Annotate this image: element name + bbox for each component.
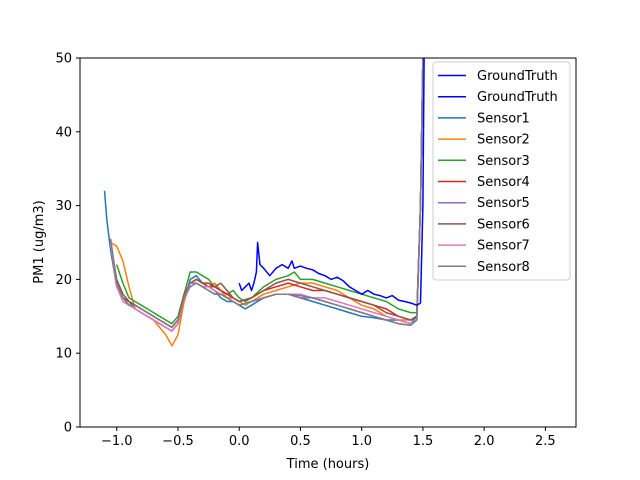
y-tick-label: 50 <box>55 52 72 67</box>
x-tick-label: 0.5 <box>290 434 311 449</box>
x-axis-label: Time (hours) <box>286 457 370 472</box>
y-axis-label: PM1 (ug/m3) <box>32 200 47 283</box>
plot-frame <box>79 57 577 428</box>
x-tick-label: 2.5 <box>535 434 556 449</box>
y-tick-label: 30 <box>55 199 72 214</box>
legend-label-sensor2: Sensor2 <box>477 133 530 148</box>
legend: GroundTruth GroundTruth Sensor1 Sensor2 Sens… <box>432 61 571 281</box>
legend-label-groundtruth: GroundTruth <box>477 69 558 84</box>
y-tick-label: 10 <box>55 347 72 362</box>
series-line-groundtruth <box>238 58 425 306</box>
y-axis: 0 10 20 30 40 50 <box>55 52 80 436</box>
legend-label-sensor4: Sensor4 <box>477 175 530 190</box>
series-line-sensor8 <box>109 58 424 329</box>
x-tick-label: 0.0 <box>229 434 250 449</box>
y-tick-label: 0 <box>64 421 72 436</box>
legend-box <box>432 61 571 281</box>
legend-label-sensor6: Sensor6 <box>477 217 530 232</box>
series-layer <box>103 58 425 347</box>
x-tick-label: 1.0 <box>351 434 372 449</box>
legend-label-sensor5: Sensor5 <box>477 196 530 211</box>
x-tick-label: −1.0 <box>101 434 133 449</box>
y-tick-label: 40 <box>55 125 72 140</box>
x-tick-label: −0.5 <box>162 434 194 449</box>
legend-label-sensor7: Sensor7 <box>477 239 530 254</box>
legend-label-sensor3: Sensor3 <box>477 154 530 169</box>
legend-label-sensor1: Sensor1 <box>477 111 530 126</box>
legend-label-sensor8: Sensor8 <box>477 260 530 275</box>
series-line-sensor3 <box>115 58 424 325</box>
x-tick-label: 1.5 <box>413 434 434 449</box>
x-tick-label: 2.0 <box>474 434 495 449</box>
legend-label-groundtruth: GroundTruth <box>477 90 558 105</box>
y-tick-label: 20 <box>55 273 72 288</box>
x-axis: −1.0 −0.5 0.0 0.5 1.0 1.5 2.0 2.5 <box>101 427 556 449</box>
